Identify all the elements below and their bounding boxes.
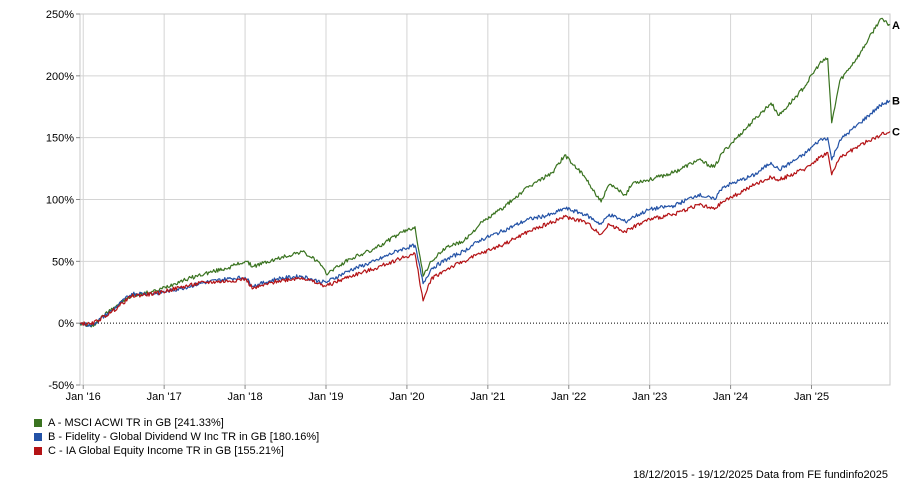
end-label-b: B xyxy=(892,96,900,108)
data-source-footer: 18/12/2015 - 19/12/2025 Data from FE fun… xyxy=(632,469,888,481)
y-tick-label: 250% xyxy=(46,9,74,21)
series-line-b xyxy=(79,99,891,328)
legend-item-a: A - MSCI ACWI TR in GB [241.33%] xyxy=(34,416,319,430)
legend-swatch-b xyxy=(34,433,42,441)
x-tick-label: Jan '17 xyxy=(147,391,182,400)
y-tick-label: 0% xyxy=(58,318,74,330)
y-tick-label: 50% xyxy=(52,256,74,268)
series-line-a xyxy=(79,17,891,328)
y-tick-label: 150% xyxy=(46,133,74,145)
y-axis: -50% 0% 50% 100% 150% 200% 250% xyxy=(46,9,80,392)
legend-label-c: C - IA Global Equity Income TR in GB [15… xyxy=(48,445,284,457)
y-tick-label: -50% xyxy=(48,380,74,392)
x-tick-label: Jan '23 xyxy=(632,391,667,400)
x-tick-label: Jan '16 xyxy=(66,391,101,400)
chart-grid xyxy=(80,13,890,386)
legend-item-c: C - IA Global Equity Income TR in GB [15… xyxy=(34,444,319,458)
x-tick-label: Jan '21 xyxy=(470,391,505,400)
series-end-labels: A B C xyxy=(892,20,900,138)
legend-label-b: B - Fidelity - Global Dividend W Inc TR … xyxy=(48,431,320,443)
y-tick-label: 200% xyxy=(46,71,74,83)
line-chart: -50% 0% 50% 100% 150% 200% 250% Jan '16 Jan '17… xyxy=(46,9,900,400)
legend-swatch-c xyxy=(34,447,42,455)
x-tick-label: Jan '24 xyxy=(713,391,748,400)
y-tick-label: 100% xyxy=(46,195,74,207)
x-tick-label: Jan '25 xyxy=(794,391,829,400)
series-line-c xyxy=(79,131,891,326)
legend-label-a: A - MSCI ACWI TR in GB [241.33%] xyxy=(48,417,224,429)
end-label-a: A xyxy=(892,20,900,32)
x-tick-label: Jan '18 xyxy=(228,391,263,400)
legend: A - MSCI ACWI TR in GB [241.33%] B - Fid… xyxy=(34,416,319,458)
x-tick-label: Jan '22 xyxy=(551,391,586,400)
legend-swatch-a xyxy=(34,419,42,427)
legend-item-b: B - Fidelity - Global Dividend W Inc TR … xyxy=(34,430,319,444)
x-tick-label: Jan '20 xyxy=(389,391,424,400)
end-label-c: C xyxy=(892,126,900,138)
x-tick-label: Jan '19 xyxy=(308,391,343,400)
x-axis: Jan '16 Jan '17 Jan '18 Jan '19 Jan '20 Jan '… xyxy=(66,385,829,400)
series-lines xyxy=(79,17,891,328)
